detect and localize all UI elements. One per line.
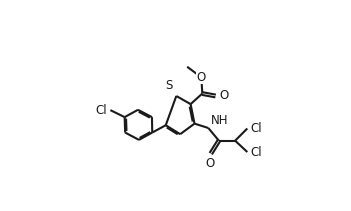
Text: NH: NH: [211, 114, 229, 127]
Text: S: S: [165, 79, 173, 92]
Text: O: O: [197, 71, 206, 84]
Text: Cl: Cl: [96, 104, 107, 117]
Text: Cl: Cl: [251, 146, 262, 158]
Text: Cl: Cl: [251, 122, 262, 135]
Text: O: O: [220, 89, 229, 103]
Text: O: O: [205, 157, 214, 170]
